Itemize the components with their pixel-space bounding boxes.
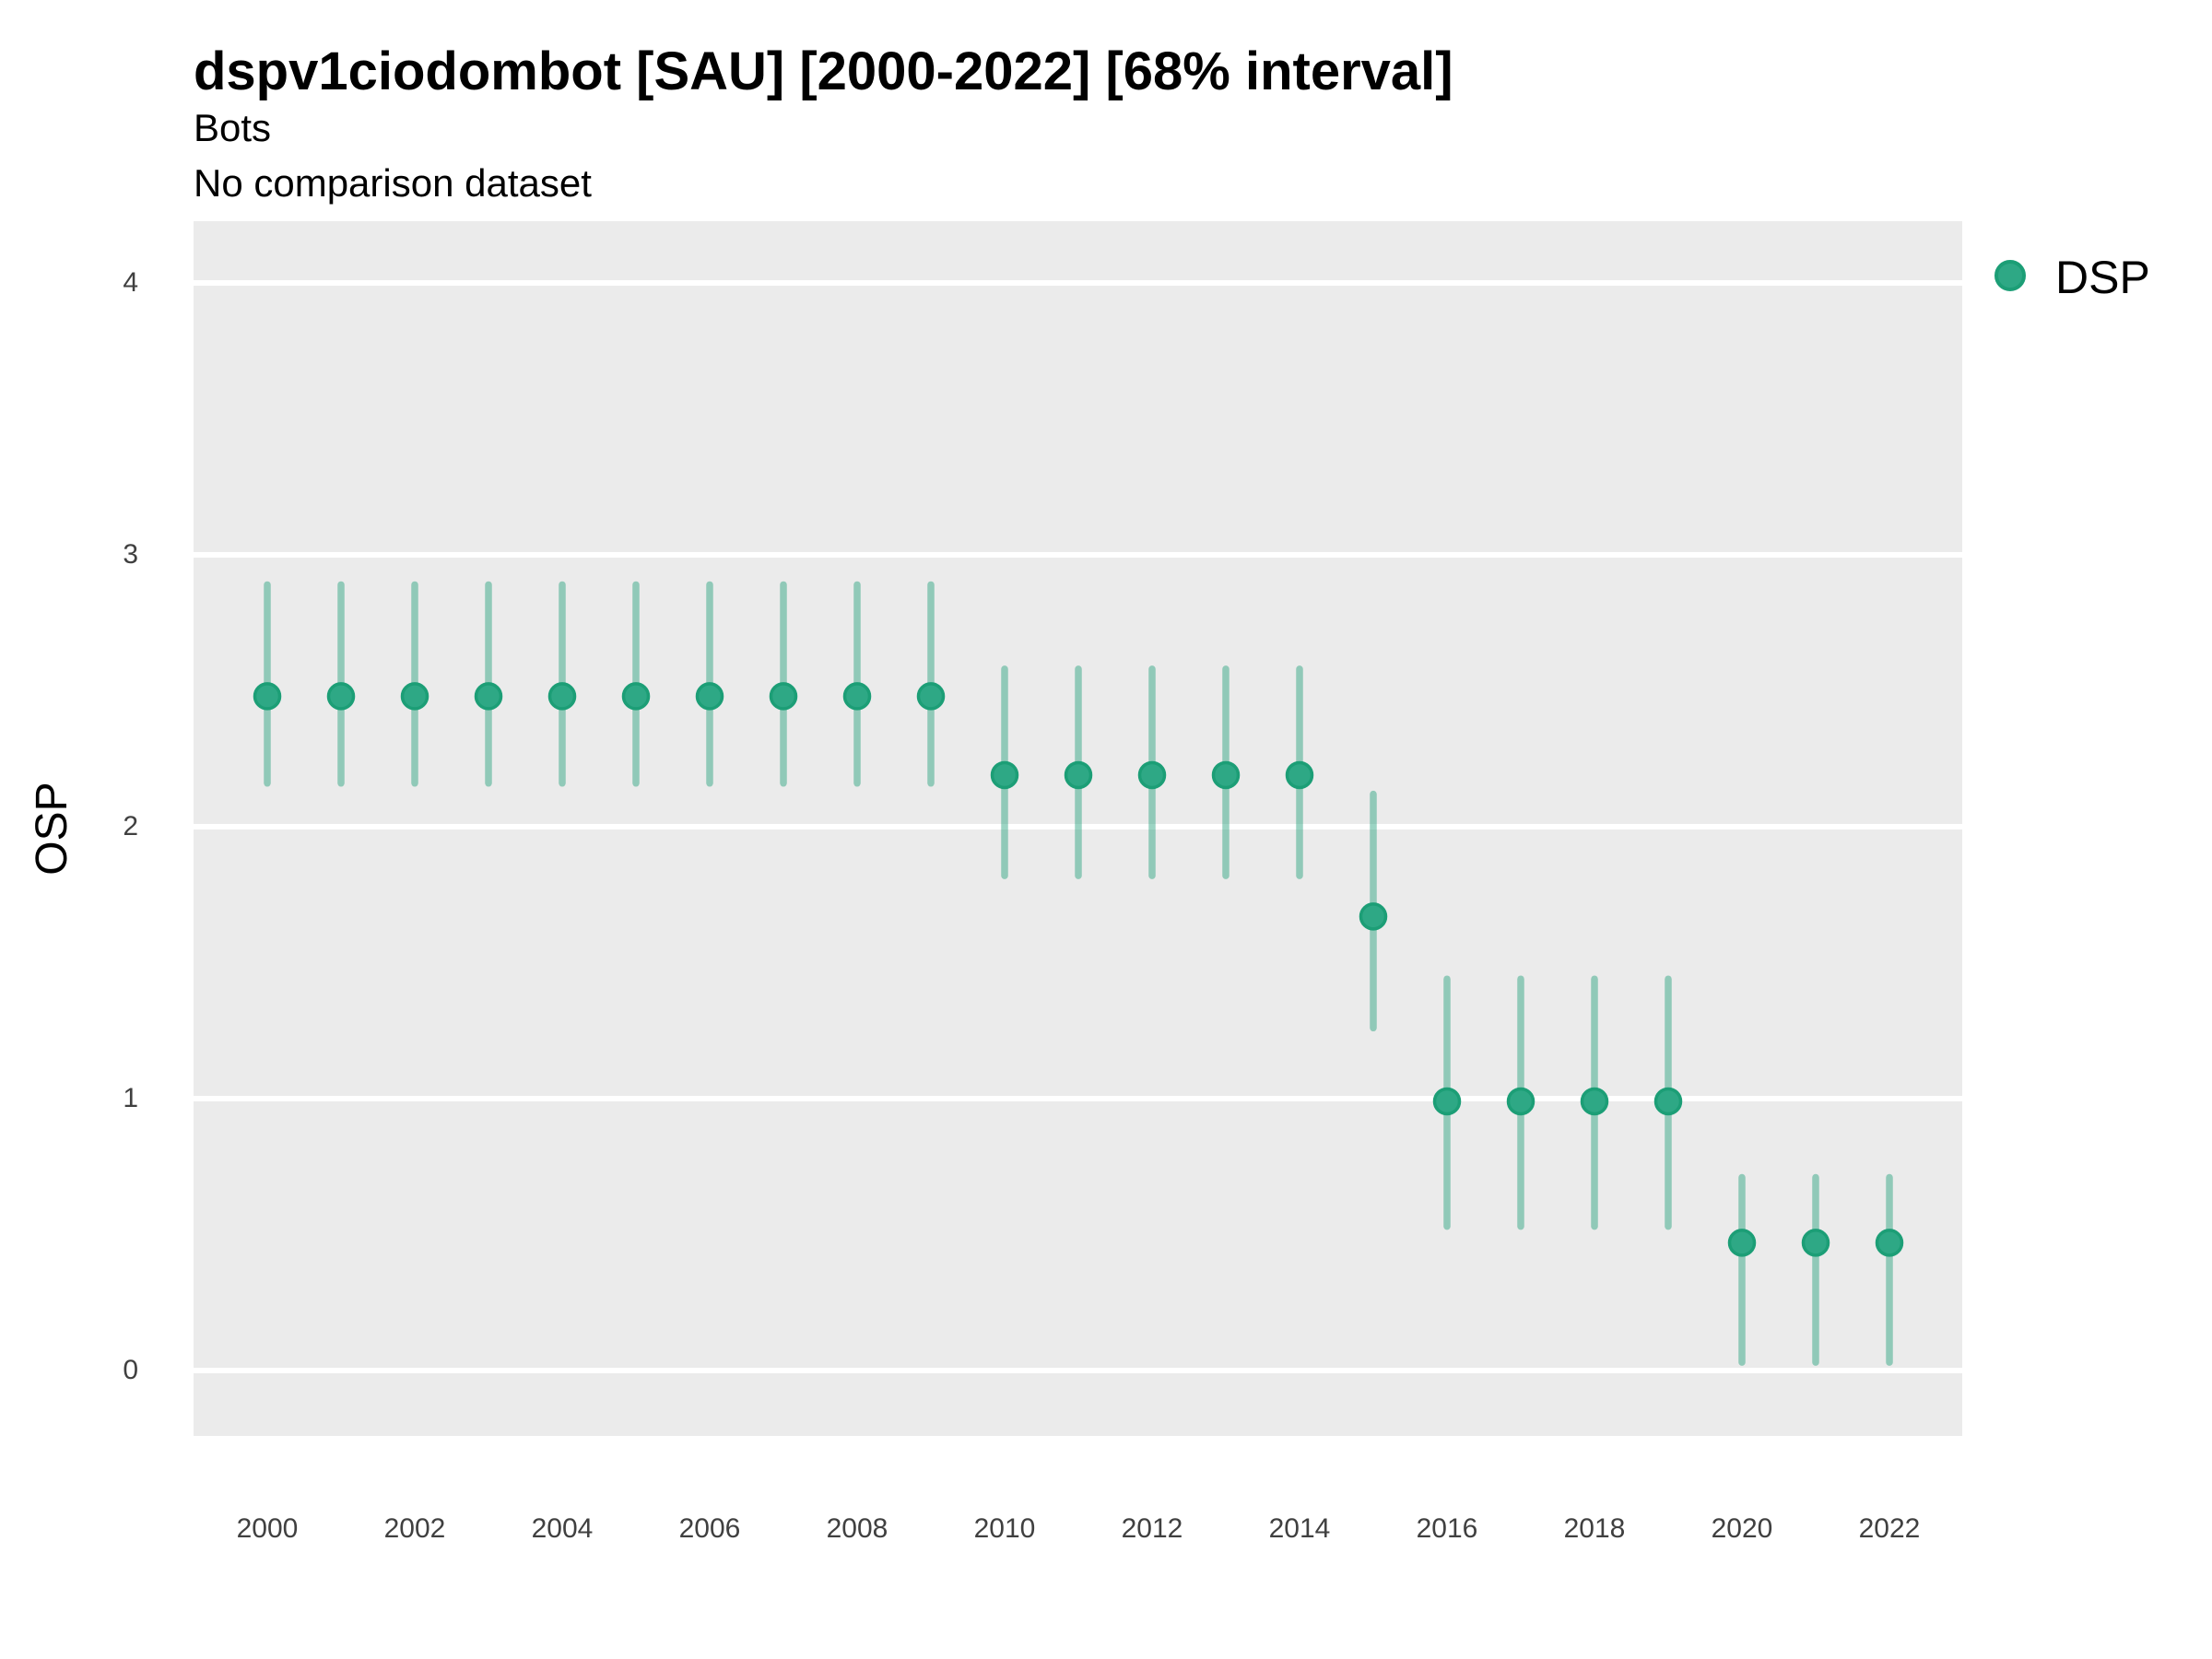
data-point [695,682,724,711]
chart-title: dspv1ciodombot [SAU] [2000-2022] [68% in… [194,41,1453,101]
x-tick-label: 2020 [1711,1513,1773,1544]
x-tick-label: 2012 [1121,1513,1183,1544]
x-tick-label: 2022 [1858,1513,1921,1544]
x-tick-label: 2010 [973,1513,1036,1544]
data-point [1506,1087,1535,1116]
x-tick-label: 2000 [236,1513,299,1544]
data-point [1064,760,1093,790]
x-tick-label: 2014 [1268,1513,1331,1544]
data-point [1285,760,1314,790]
data-point [1137,760,1167,790]
plot-panel [194,221,1962,1436]
data-point [621,682,651,711]
x-tick-label: 2002 [383,1513,446,1544]
data-point [474,682,503,711]
y-tick-label: 2 [123,811,138,841]
data-point [253,682,282,711]
y-tick-label: 3 [123,539,138,570]
data-point [326,682,356,711]
data-point [400,682,429,711]
data-point [547,682,577,711]
data-point [769,682,798,711]
data-point [1727,1229,1757,1257]
legend-key-dot [1994,260,2026,291]
y-tick-label: 4 [123,267,138,298]
y-tick-label: 0 [123,1355,138,1385]
x-tick-label: 2006 [678,1513,741,1544]
x-tick-label: 2016 [1416,1513,1478,1544]
data-point [1801,1229,1830,1257]
data-point [1875,1229,1904,1257]
data-point [1359,902,1388,931]
chart-subtitle: Bots [194,106,272,149]
plot-svg [194,280,1962,1373]
data-point [1653,1087,1683,1116]
comparison-note: No comparison dataset [194,161,592,205]
data-point [1580,1087,1609,1116]
x-tick-label: 2008 [826,1513,888,1544]
data-point [916,682,946,711]
x-tick-label: 2018 [1563,1513,1626,1544]
legend-label: DSP [2055,252,2150,303]
x-tick-label: 2004 [531,1513,594,1544]
data-point [842,682,872,711]
y-tick-label: 1 [123,1083,138,1113]
data-point [1432,1087,1462,1116]
data-point [990,760,1019,790]
data-point [1211,760,1241,790]
